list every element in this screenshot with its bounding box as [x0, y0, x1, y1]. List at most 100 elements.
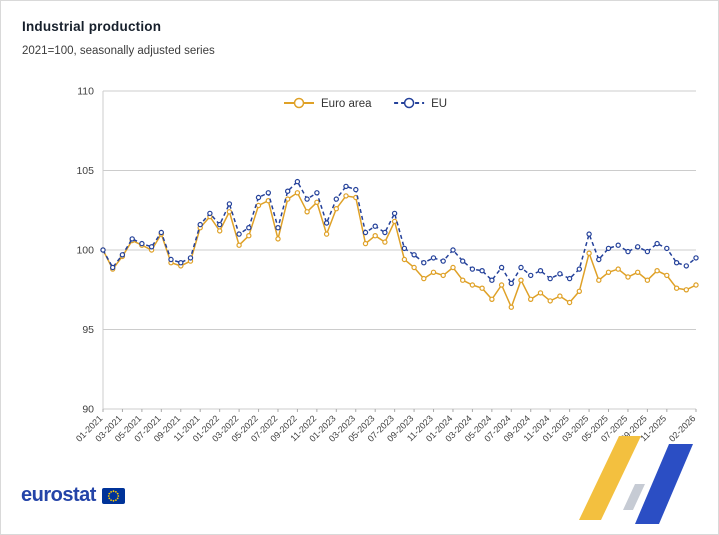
data-point-marker: [566, 299, 573, 306]
data-point-marker: [576, 266, 583, 272]
data-point-marker: [440, 272, 446, 279]
data-point-marker: [178, 259, 184, 266]
eu-flag-star: [112, 489, 115, 492]
data-point-marker: [216, 221, 223, 228]
data-point-marker: [430, 269, 437, 275]
data-point-marker: [430, 255, 437, 261]
eu-flag-star: [117, 494, 120, 497]
data-point-marker: [401, 245, 408, 252]
data-point-marker: [382, 239, 388, 245]
data-point-marker: [255, 194, 262, 201]
data-point-marker: [625, 248, 631, 255]
data-point-marker: [528, 272, 534, 279]
data-point-marker: [537, 290, 544, 296]
data-point-marker: [537, 267, 544, 274]
data-point-marker: [207, 210, 213, 217]
data-point-marker: [450, 247, 456, 253]
data-point-marker: [119, 252, 126, 258]
data-point-marker: [391, 210, 398, 217]
decorative-ribbon-yellow-band: [579, 436, 641, 520]
data-point-marker: [664, 272, 670, 279]
data-point-marker: [479, 285, 485, 291]
data-point-marker: [586, 231, 592, 237]
data-point-marker: [314, 199, 320, 206]
data-point-marker: [109, 264, 116, 271]
data-point-marker: [673, 259, 680, 266]
data-point-marker: [333, 196, 339, 202]
y-axis-label: 100: [76, 245, 94, 257]
data-point-marker: [469, 266, 476, 272]
data-point-marker: [275, 224, 281, 231]
data-point-marker: [284, 188, 291, 194]
eu-flag-star: [110, 490, 112, 493]
data-point-marker: [294, 190, 301, 196]
data-point-marker: [139, 240, 145, 247]
eu-flag-star: [114, 498, 117, 501]
data-point-marker: [644, 277, 651, 283]
data-point-marker: [382, 229, 388, 236]
data-point-marker: [236, 242, 242, 248]
data-point-marker: [411, 252, 417, 258]
legend-label-euro-area: Euro area: [321, 98, 372, 110]
data-point-marker: [518, 264, 524, 271]
data-point-marker: [605, 269, 612, 275]
data-point-marker: [596, 256, 602, 263]
data-point-marker: [450, 264, 456, 271]
data-point-marker: [265, 190, 271, 196]
y-axis-label: 95: [82, 324, 94, 336]
data-point-marker: [635, 244, 641, 250]
legend-item-euro-area: Euro area: [284, 97, 372, 110]
eu-flag-star: [114, 490, 117, 493]
decorative-ribbon-gray-band: [623, 484, 645, 510]
data-point-marker: [654, 240, 660, 247]
legend-item-eu: EU: [394, 97, 447, 110]
eu-flag-star: [112, 499, 115, 502]
data-point-marker: [489, 277, 495, 283]
data-point-marker: [158, 229, 165, 236]
eurostat-logo-text: eurostat: [21, 484, 96, 506]
data-point-marker: [635, 269, 641, 275]
y-axis-label: 90: [82, 404, 94, 416]
data-point-marker: [236, 231, 242, 237]
data-point-marker: [460, 258, 466, 264]
data-point-marker: [314, 190, 320, 196]
data-point-marker: [333, 205, 339, 212]
data-point-marker: [372, 232, 378, 239]
data-point-marker: [362, 240, 369, 247]
eurostat-logo: eurostat: [21, 484, 125, 507]
data-point-marker: [304, 196, 310, 202]
data-point-marker: [615, 266, 621, 272]
data-point-marker: [566, 275, 573, 282]
data-point-marker: [557, 293, 563, 299]
data-point-marker: [528, 296, 534, 302]
data-point-marker: [547, 298, 553, 304]
data-point-marker: [421, 259, 427, 266]
data-point-marker: [323, 231, 330, 237]
data-point-marker: [275, 236, 281, 242]
eu-flag-star: [108, 492, 111, 494]
data-point-marker: [683, 263, 690, 269]
data-point-marker: [498, 282, 505, 288]
data-point-marker: [411, 264, 417, 271]
legend-marker-euro-area: [293, 97, 305, 109]
data-point-marker: [508, 280, 514, 287]
data-point-marker: [664, 245, 670, 252]
eu-flag-icon: [101, 487, 125, 504]
data-point-marker: [644, 248, 651, 255]
data-point-marker: [148, 244, 155, 250]
y-axis-label: 110: [77, 86, 94, 98]
data-point-marker: [372, 223, 378, 229]
eu-flag-stars: [107, 489, 120, 502]
data-point-marker: [615, 242, 621, 248]
data-point-marker: [187, 255, 194, 261]
eu-flag-star: [116, 497, 119, 499]
series-line-eu: [102, 180, 697, 285]
data-point-marker: [693, 282, 699, 288]
data-point-marker: [246, 232, 252, 239]
data-point-marker: [469, 282, 476, 288]
data-point-marker: [168, 256, 174, 263]
chart-subtitle: 2021=100, seasonally adjusted series: [22, 45, 215, 57]
data-point-marker: [401, 256, 408, 263]
data-point-marker: [683, 287, 690, 293]
data-point-marker: [479, 267, 485, 274]
